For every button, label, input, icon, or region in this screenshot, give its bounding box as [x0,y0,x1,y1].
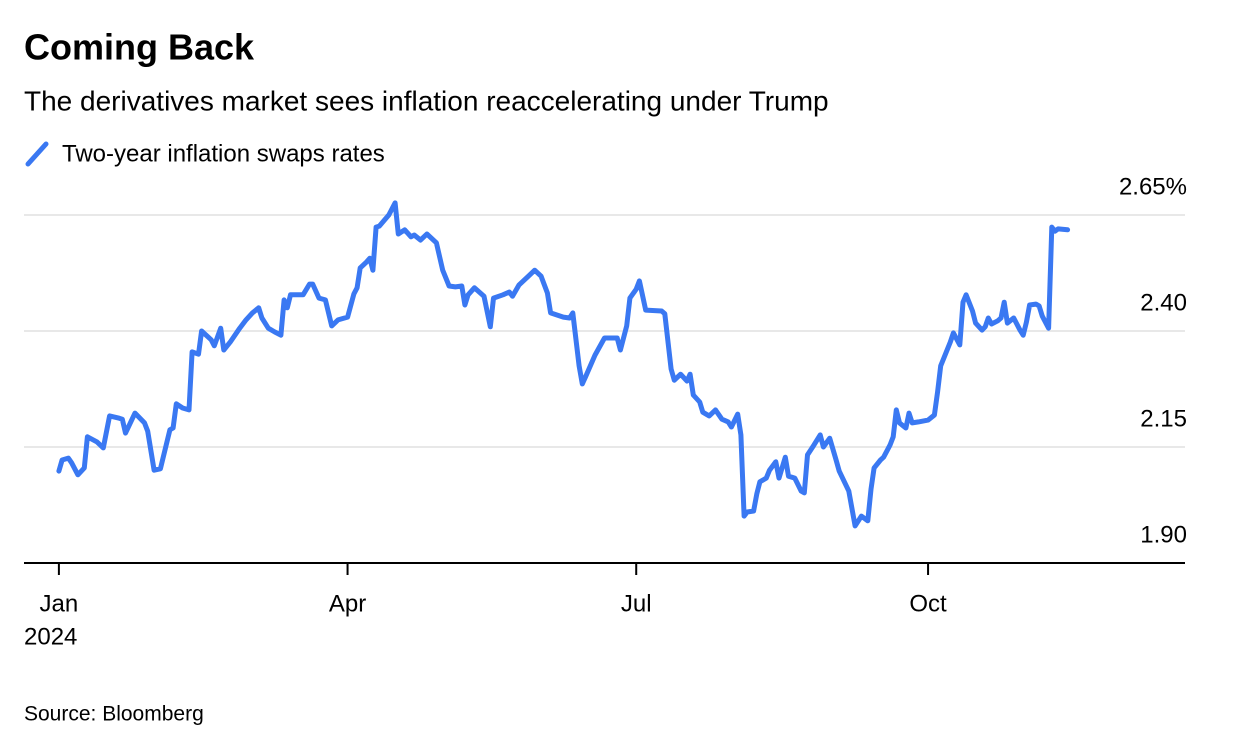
legend-label: Two-year inflation swaps rates [62,140,385,167]
x-tick-label: Jan [40,590,79,617]
y-tick-label: 1.90 [1140,521,1187,548]
y-tick-label: 2.65% [1119,173,1187,200]
legend-swatch [25,141,49,167]
chart-title: Coming Back [24,27,255,68]
y-tick-label: 2.40 [1140,289,1187,316]
x-tick-label: Jul [621,590,652,617]
x-tick-label: Apr [329,590,366,617]
x-tick-label: Oct [909,590,947,617]
chart-subtitle: The derivatives market sees inflation re… [24,85,829,116]
data-line [56,200,1071,529]
x-year-label: 2024 [24,623,77,650]
y-tick-label: 2.15 [1140,405,1187,432]
source: Source: Bloomberg [24,703,204,726]
